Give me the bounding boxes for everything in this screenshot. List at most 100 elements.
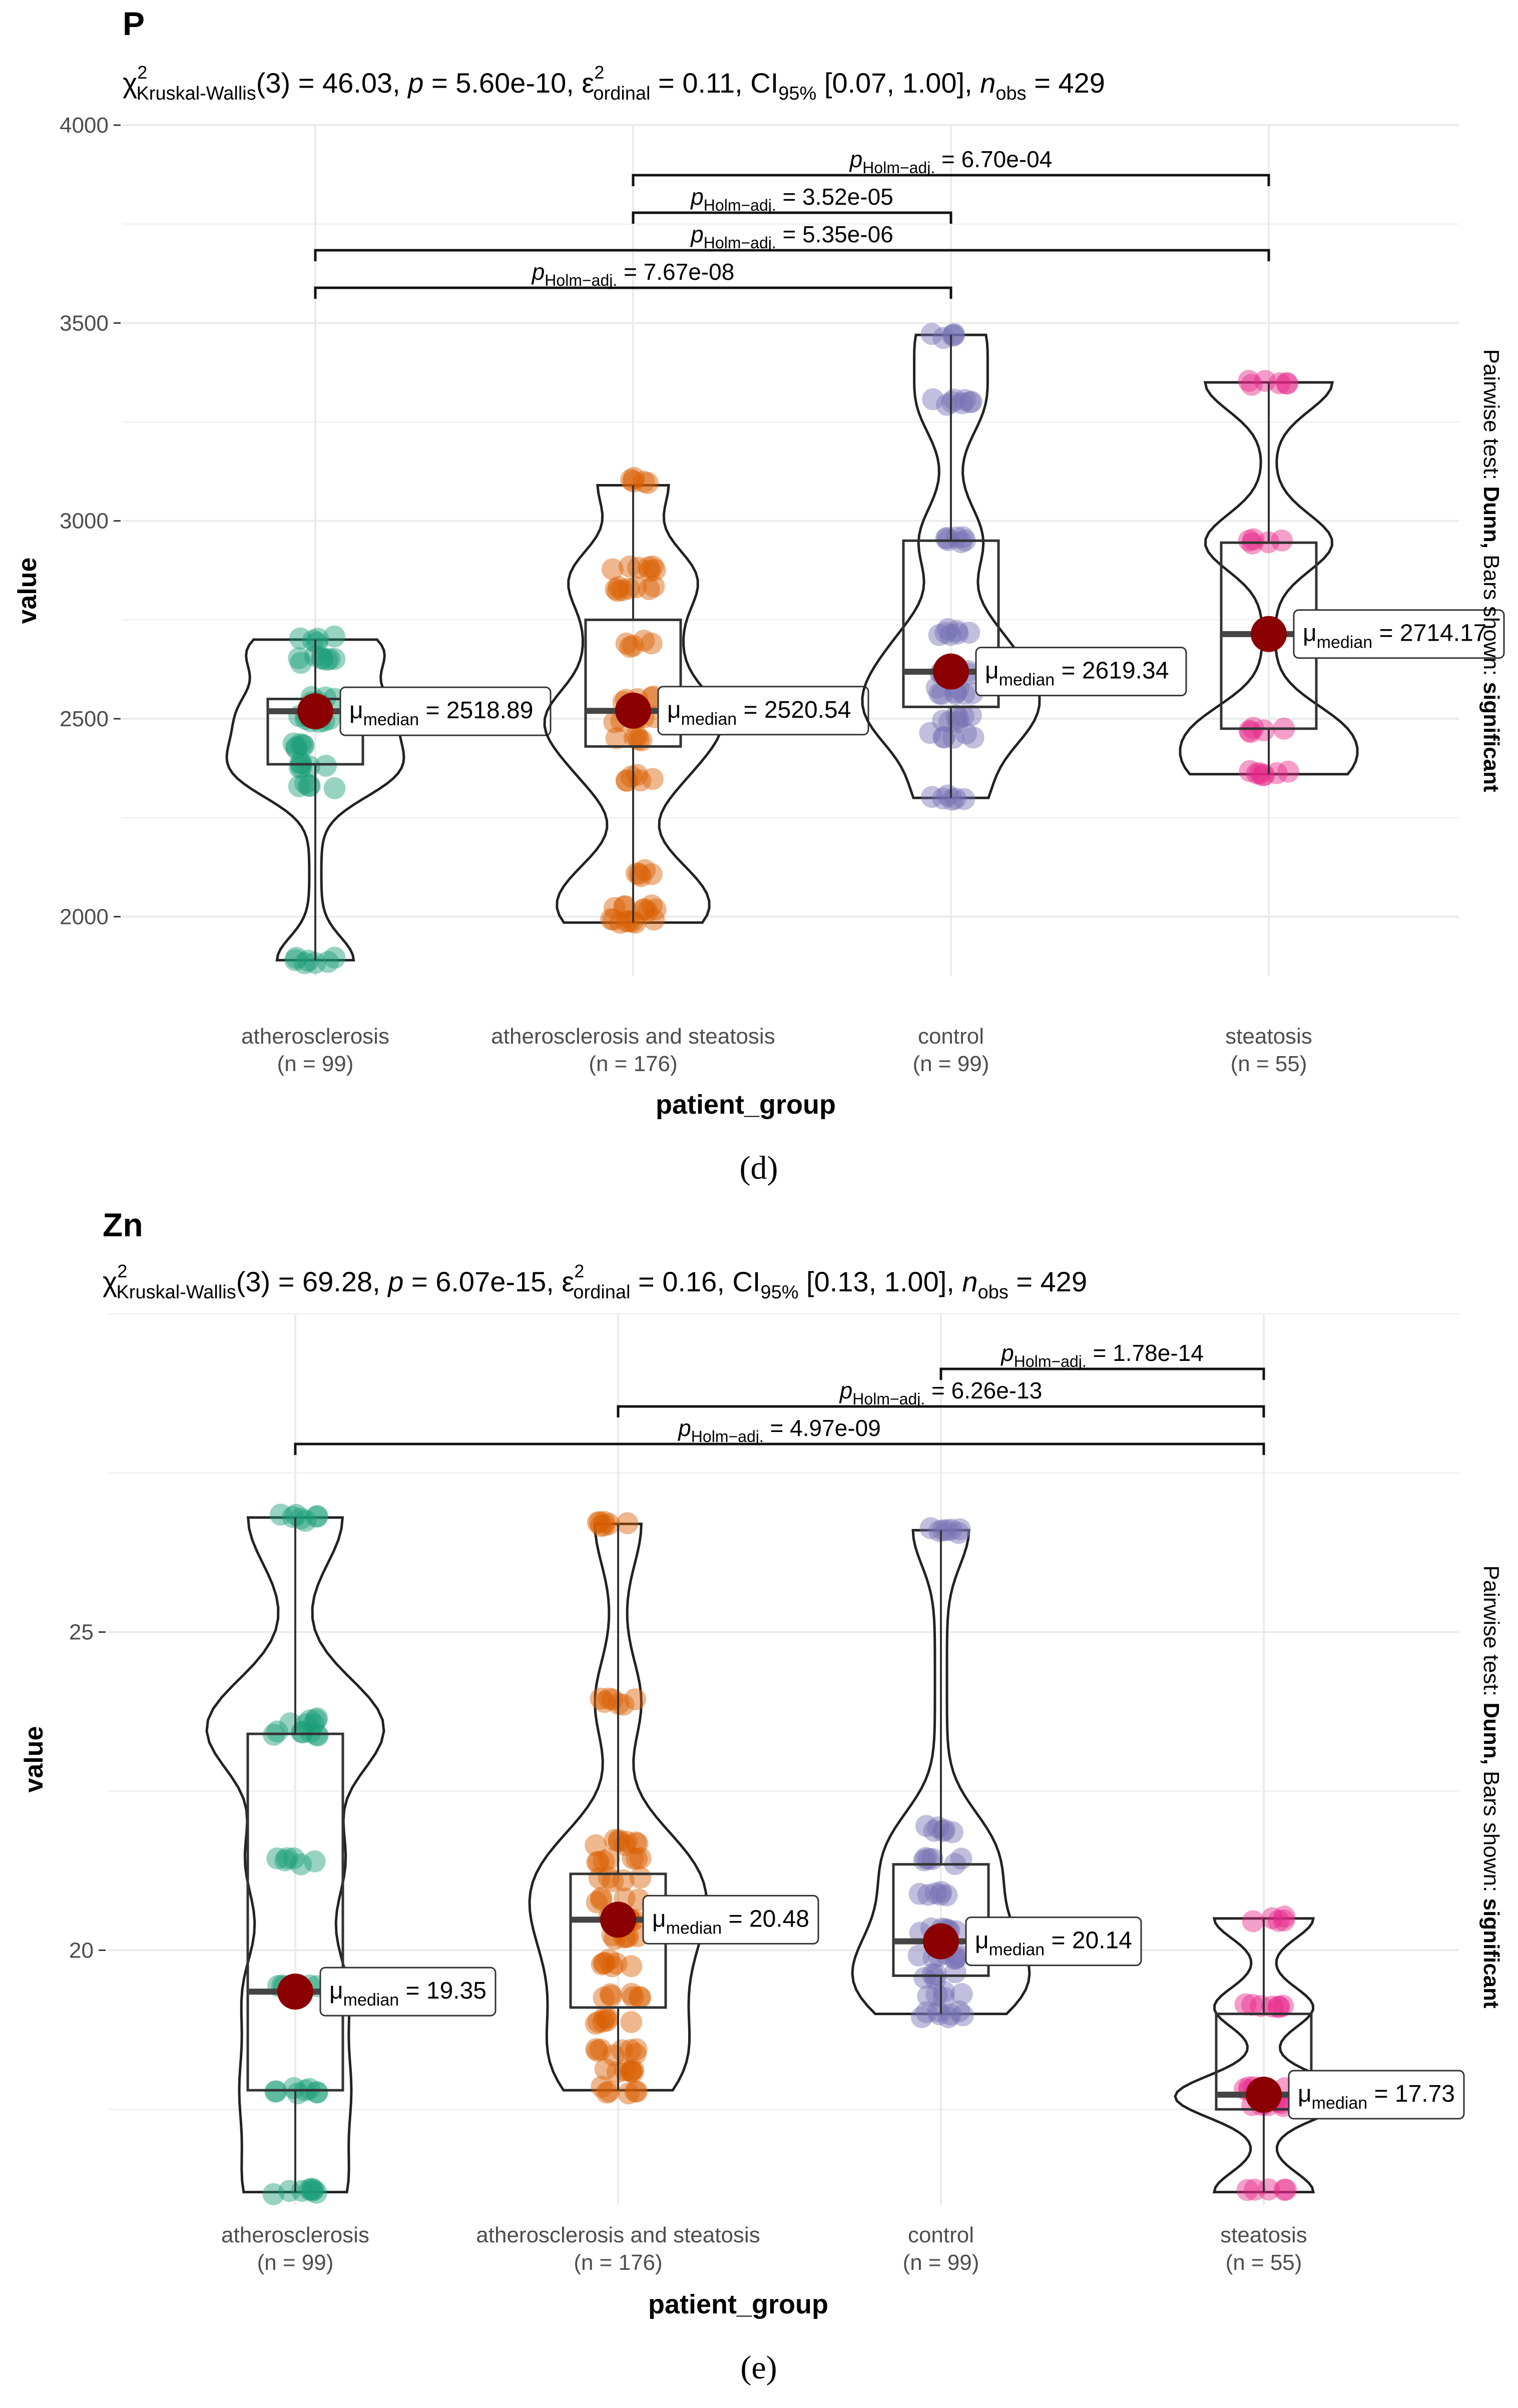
data-point xyxy=(619,2039,642,2061)
text-span: Pairwise test: xyxy=(1479,349,1503,486)
data-point xyxy=(305,1506,328,1528)
data-point xyxy=(629,1847,652,1869)
text-span: μ xyxy=(652,1905,666,1932)
x-tick-n: (n = 99) xyxy=(257,2250,334,2275)
text-span: median xyxy=(363,710,419,729)
data-point xyxy=(604,1829,626,1851)
data-point xyxy=(620,765,643,788)
data-point xyxy=(288,756,311,779)
data-point xyxy=(929,1883,951,1906)
text-span: median xyxy=(999,671,1055,690)
data-point xyxy=(302,1713,325,1735)
text-span: significant xyxy=(1479,1898,1503,2009)
data-point xyxy=(622,2058,644,2081)
data-point xyxy=(1261,1995,1284,2018)
data-point xyxy=(620,2060,642,2082)
comparison-bracket: pHolm−adj. = 3.52e-05 xyxy=(632,184,952,224)
y-tick-label: 3500 xyxy=(60,311,109,335)
text-span: Holm−adj. xyxy=(545,271,617,289)
data-point xyxy=(598,2080,620,2103)
comparison-bracket: pHolm−adj. = 5.35e-06 xyxy=(314,221,1270,261)
bracket-line xyxy=(632,174,1270,186)
data-point xyxy=(620,1983,643,2005)
text-span: p xyxy=(839,1377,853,1403)
data-point xyxy=(633,470,655,493)
median-dot xyxy=(923,1923,959,1960)
comparison-bracket: pHolm−adj. = 7.67e-08 xyxy=(314,259,952,299)
data-point xyxy=(629,1866,652,1889)
data-point xyxy=(614,895,636,917)
text-span: Holm−adj. xyxy=(704,196,776,214)
data-point xyxy=(615,1830,638,1853)
text-span: = 2619.34 xyxy=(1055,658,1169,684)
data-point xyxy=(1241,1994,1264,2016)
data-point xyxy=(908,1882,931,1905)
data-point xyxy=(944,787,966,810)
data-point xyxy=(1272,1995,1294,2017)
data-point xyxy=(598,1866,620,1889)
data-point xyxy=(594,2007,616,2029)
text-span: = 2714.17 xyxy=(1372,620,1486,647)
stats-subtitle: χ2 Kruskal-Wallis(3) = 46.03, p = 5.60e-1… xyxy=(123,62,1105,104)
data-point xyxy=(294,772,316,794)
data-point xyxy=(629,1987,652,2009)
text-span: μ xyxy=(985,658,999,684)
data-point xyxy=(1267,1909,1290,1932)
data-point xyxy=(588,1850,610,1873)
text-span: μ xyxy=(329,1978,343,2004)
median-label-box xyxy=(975,647,1187,697)
data-point xyxy=(950,1983,973,2005)
text-span: = 20.48 xyxy=(722,1905,809,1932)
data-point xyxy=(907,1944,930,1967)
text-span: obs xyxy=(995,83,1026,104)
data-point xyxy=(626,725,648,748)
text-span: median xyxy=(1317,633,1373,652)
data-point xyxy=(932,726,955,749)
side-caption: Pairwise test: Dunn, Bars shown: signifi… xyxy=(1479,349,1503,792)
data-point xyxy=(287,2082,309,2105)
x-tick-label: atherosclerosis and steatosis xyxy=(491,1024,775,1049)
x-tick-n: (n = 99) xyxy=(277,1052,354,1076)
data-point xyxy=(623,726,646,749)
data-point xyxy=(590,1886,613,1909)
median-label-box xyxy=(642,1894,819,1945)
data-point xyxy=(626,2080,648,2103)
median-dot xyxy=(615,692,651,729)
data-point xyxy=(292,734,314,756)
bracket-label: pHolm−adj. = 4.97e-09 xyxy=(677,1415,881,1446)
data-point xyxy=(959,704,982,727)
text-span: median xyxy=(666,1918,722,1938)
data-point xyxy=(624,911,647,934)
median-label: μmedian = 20.14 xyxy=(975,1928,1132,1960)
data-point xyxy=(593,1987,615,2009)
data-point xyxy=(947,707,969,730)
data-point xyxy=(598,1949,621,1971)
data-point xyxy=(622,635,644,657)
data-point xyxy=(605,727,628,749)
data-point xyxy=(600,908,623,930)
x-tick-label: control xyxy=(918,1024,984,1049)
data-point xyxy=(624,2043,647,2065)
data-point xyxy=(290,1853,312,1875)
data-point xyxy=(298,2178,321,2201)
data-point xyxy=(941,324,964,347)
data-point xyxy=(593,1952,615,1975)
data-point xyxy=(1250,1995,1272,2017)
text-span: 2 xyxy=(117,1261,127,1281)
data-point xyxy=(921,786,943,808)
data-point xyxy=(605,1952,628,1975)
data-point xyxy=(638,578,660,601)
text-span: p xyxy=(1000,1340,1014,1366)
median-label-box xyxy=(1293,609,1505,659)
data-point xyxy=(951,2004,974,2027)
data-point xyxy=(634,898,656,920)
data-point xyxy=(306,1505,328,1527)
x-tick-n: (n = 99) xyxy=(913,1052,989,1076)
data-point xyxy=(619,555,641,578)
bracket-line xyxy=(617,1405,1265,1417)
text-span: χ xyxy=(123,67,137,99)
data-point xyxy=(943,323,965,345)
x-tick-label: atherosclerosis xyxy=(241,1024,389,1049)
text-span: Dunn, xyxy=(1479,1702,1503,1765)
data-point xyxy=(596,2009,618,2032)
